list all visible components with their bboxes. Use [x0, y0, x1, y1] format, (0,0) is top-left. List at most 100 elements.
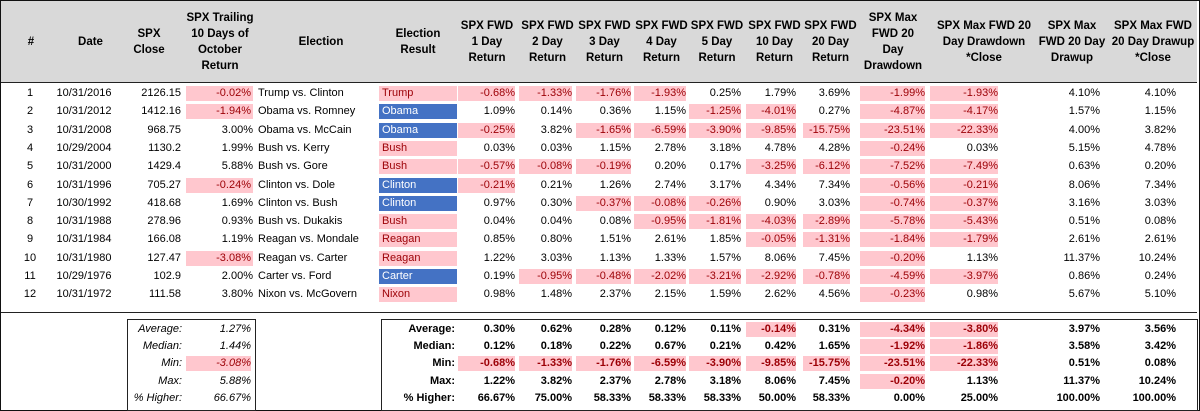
fwd-cell-max-drawup-close: 3.82%: [1144, 124, 1176, 136]
fwd-cell-fwd-3d: 0.08%: [599, 215, 631, 227]
fwd-cell-max-drawup: 4.00%: [1068, 124, 1100, 136]
trailing-return-cell: 0.93%: [221, 215, 253, 227]
election-cell: Obama vs. Romney: [258, 105, 356, 117]
fwd-cell-fwd-3d: -0.19%: [576, 159, 631, 174]
row-number: 9: [26, 233, 34, 245]
header-divider: [1, 82, 1197, 83]
fwd-stat-value: 10.24%: [1138, 375, 1176, 387]
fwd-cell-max-drawdown: -0.56%: [860, 178, 925, 193]
header-fwd-1d: SPX FWD 1 Day Return: [460, 20, 514, 64]
fwd-cell-fwd-10d: -2.92%: [746, 269, 796, 284]
fwd-cell-fwd-1d: 0.03%: [483, 142, 515, 154]
close-cell: 705.27: [147, 179, 181, 191]
close-cell: 1130.2: [148, 142, 181, 154]
fwd-stat-value: 0.21%: [709, 340, 741, 352]
fwd-cell-fwd-4d: 2.78%: [654, 142, 686, 154]
fwd-stat-value: -6.59%: [634, 356, 686, 371]
fwd-stat-value: 1.65%: [818, 340, 850, 352]
fwd-cell-fwd-10d: 1.79%: [764, 87, 796, 99]
election-cell: Obama vs. McCain: [258, 124, 352, 136]
fwd-stat-value: -3.90%: [689, 356, 741, 371]
header-fwd-20d: SPX FWD 20 Day Return: [804, 20, 857, 64]
fwd-cell-max-drawdown: -0.24%: [860, 141, 925, 156]
stat-label: % Higher:: [133, 392, 182, 404]
fwd-cell-fwd-20d: 3.69%: [818, 87, 850, 99]
date-cell: 10/31/2016: [56, 87, 112, 99]
fwd-cell-fwd-20d: 3.03%: [818, 197, 850, 209]
fwd-cell-fwd-20d: 7.45%: [818, 252, 850, 264]
fwd-cell-fwd-10d: -0.05%: [746, 232, 796, 247]
fwd-cell-fwd-5d: -3.90%: [689, 123, 741, 138]
header-num: #: [27, 36, 35, 48]
fwd-cell-fwd-2d: -0.08%: [519, 159, 572, 174]
election-result-cell: Obama: [379, 123, 457, 138]
fwd-cell-max-drawup: 3.16%: [1068, 197, 1100, 209]
election-result-cell: Obama: [379, 104, 457, 119]
fwd-cell-fwd-1d: -0.21%: [458, 178, 515, 193]
fwd-stat-value: 0.11%: [710, 323, 741, 335]
header-fwd-3d: SPX FWD 3 Day Return: [578, 20, 631, 64]
fwd-cell-fwd-1d: 1.22%: [483, 252, 515, 264]
election-cell: Nixon vs. McGovern: [258, 288, 358, 300]
fwd-cell-fwd-2d: 0.80%: [540, 233, 572, 245]
fwd-cell-fwd-20d: -15.75%: [803, 123, 850, 138]
fwd-stat-value: 1.13%: [966, 375, 998, 387]
election-result-cell: Nixon: [379, 287, 457, 302]
row-number: 4: [26, 142, 34, 154]
header-spx-close: SPX Close: [133, 28, 165, 56]
fwd-stat-value: -1.86%: [930, 339, 998, 354]
fwd-stat-value: 3.97%: [1068, 323, 1100, 335]
fwd-cell-fwd-2d: 3.82%: [540, 124, 572, 136]
fwd-cell-fwd-3d: 1.26%: [599, 179, 631, 191]
fwd-stat-value: 50.00%: [758, 392, 796, 404]
fwd-stat-value: 100.00%: [1056, 392, 1100, 404]
fwd-cell-fwd-2d: 0.04%: [540, 215, 572, 227]
fwd-cell-fwd-5d: -1.25%: [689, 104, 741, 119]
fwd-cell-max-drawup-close: 2.61%: [1144, 233, 1176, 245]
fwd-stat-value: 0.51%: [1068, 357, 1100, 369]
fwd-cell-fwd-2d: 0.21%: [540, 179, 572, 191]
fwd-cell-fwd-2d: 3.03%: [540, 252, 572, 264]
fwd-cell-fwd-3d: -0.48%: [576, 269, 631, 284]
close-cell: 102.9: [153, 270, 181, 282]
close-cell: 2126.15: [141, 87, 181, 99]
fwd-stat-value: 58.33%: [703, 392, 741, 404]
fwd-cell-max-drawdown: -0.20%: [860, 251, 925, 266]
election-cell: Clinton vs. Dole: [258, 179, 336, 191]
date-cell: 10/30/1992: [56, 197, 112, 209]
fwd-cell-fwd-4d: -0.95%: [634, 214, 686, 229]
fwd-cell-fwd-2d: -1.33%: [519, 86, 572, 101]
header-trailing-return: SPX Trailing 10 Days of October Return: [186, 12, 254, 72]
fwd-cell-max-drawup: 5.15%: [1068, 142, 1100, 154]
header-max-drawdown-close: SPX Max FWD 20 Day Drawdown *Close: [937, 20, 1031, 64]
fwd-cell-fwd-4d: 1.15%: [654, 105, 686, 117]
stat-value: 1.44%: [219, 340, 251, 352]
fwd-cell-fwd-1d: 0.04%: [483, 215, 515, 227]
fwd-cell-fwd-4d: -1.93%: [634, 86, 686, 101]
fwd-cell-fwd-20d: 4.28%: [818, 142, 850, 154]
fwd-cell-max-drawdown: -5.78%: [860, 214, 925, 229]
fwd-cell-fwd-5d: 3.17%: [709, 179, 741, 191]
trailing-return-cell: 2.00%: [221, 270, 253, 282]
fwd-stat-value: 25.00%: [960, 392, 998, 404]
fwd-cell-fwd-20d: 0.27%: [818, 105, 850, 117]
fwd-cell-max-drawup-close: 1.15%: [1144, 105, 1176, 117]
fwd-stat-value: 0.08%: [1144, 357, 1176, 369]
fwd-cell-fwd-20d: 4.56%: [818, 288, 850, 300]
row-number: 7: [26, 197, 34, 209]
date-cell: 10/31/1996: [56, 179, 112, 191]
fwd-cell-max-drawdown: -4.59%: [860, 269, 925, 284]
election-result-cell: Carter: [379, 269, 457, 284]
fwd-stat-value: 58.33%: [812, 392, 850, 404]
fwd-cell-fwd-10d: -4.01%: [746, 104, 796, 119]
fwd-stat-value: -15.75%: [803, 356, 850, 371]
fwd-stat-value: -1.76%: [576, 356, 631, 371]
fwd-cell-max-drawup: 8.06%: [1068, 179, 1100, 191]
date-cell: 10/29/2004: [56, 142, 112, 154]
fwd-cell-fwd-4d: -0.08%: [634, 196, 686, 211]
fwd-cell-max-drawup-close: 0.24%: [1144, 270, 1176, 282]
fwd-stat-label: Average:: [408, 323, 455, 335]
fwd-cell-fwd-10d: 2.62%: [764, 288, 796, 300]
fwd-stat-value: 0.62%: [540, 323, 572, 335]
fwd-stat-label: Max:: [429, 375, 455, 387]
